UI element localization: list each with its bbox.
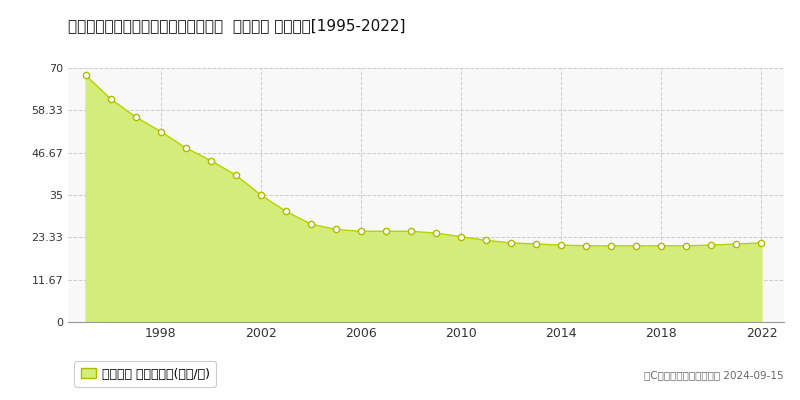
Text: （C）土地価格ドットコム 2024-09-15: （C）土地価格ドットコム 2024-09-15 [644, 370, 784, 380]
Text: 大阪府藤井寺市津堂２丁目３１番１外  地価公示 地価推移[1995-2022]: 大阪府藤井寺市津堂２丁目３１番１外 地価公示 地価推移[1995-2022] [68, 18, 406, 33]
Legend: 地価公示 平均坪単価(万円/坪): 地価公示 平均坪単価(万円/坪) [74, 361, 216, 387]
